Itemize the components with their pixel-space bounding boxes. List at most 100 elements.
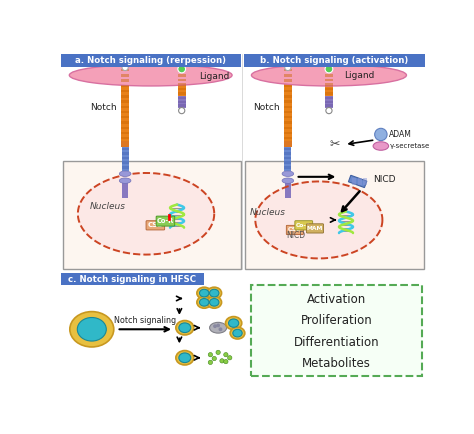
Ellipse shape	[282, 171, 294, 177]
Bar	[121, 67, 129, 141]
Text: γ-secretase: γ-secretase	[390, 143, 429, 149]
Circle shape	[122, 64, 128, 71]
Bar	[122, 147, 128, 171]
Bar	[244, 54, 425, 67]
FancyBboxPatch shape	[295, 221, 313, 230]
Text: Notch: Notch	[253, 103, 280, 112]
Text: Differentiation: Differentiation	[294, 336, 380, 349]
Ellipse shape	[373, 142, 389, 150]
Bar	[283, 79, 292, 82]
Bar	[178, 101, 186, 103]
Ellipse shape	[282, 178, 294, 183]
Text: CSL: CSL	[148, 222, 163, 228]
Bar	[283, 141, 292, 147]
Bar	[245, 161, 423, 269]
Bar	[283, 69, 292, 71]
Circle shape	[224, 359, 228, 364]
Text: a. Notch signaling (rerpession): a. Notch signaling (rerpession)	[75, 56, 226, 65]
Text: NICD: NICD	[373, 174, 396, 184]
Polygon shape	[348, 175, 367, 187]
Bar	[122, 182, 128, 197]
Bar	[325, 101, 333, 103]
Bar	[178, 96, 186, 108]
Text: Notch signaling: Notch signaling	[114, 316, 176, 326]
Text: Ligand: Ligand	[345, 71, 375, 80]
Bar	[122, 166, 128, 169]
Bar	[121, 95, 129, 98]
Ellipse shape	[200, 289, 209, 297]
Bar	[283, 85, 292, 87]
Circle shape	[219, 327, 222, 331]
Text: Proliferation: Proliferation	[301, 314, 373, 327]
Bar	[363, 178, 367, 184]
Ellipse shape	[197, 287, 211, 299]
Ellipse shape	[179, 353, 191, 363]
Bar	[284, 157, 292, 160]
Text: Activation: Activation	[307, 293, 366, 306]
Ellipse shape	[69, 64, 232, 86]
Bar	[121, 105, 129, 108]
Bar	[243, 54, 425, 385]
Bar	[325, 73, 333, 96]
Text: ✂: ✂	[329, 138, 340, 151]
Bar	[284, 147, 292, 171]
Bar	[283, 100, 292, 103]
Circle shape	[220, 358, 224, 363]
Bar	[121, 132, 129, 134]
Circle shape	[216, 323, 220, 327]
Text: MAM: MAM	[307, 226, 323, 231]
Text: Notch: Notch	[90, 103, 117, 112]
Bar	[61, 54, 241, 385]
Ellipse shape	[251, 64, 406, 86]
Text: Co-A: Co-A	[296, 223, 311, 228]
Bar	[122, 152, 128, 155]
Bar	[122, 161, 128, 164]
Bar	[325, 88, 333, 90]
Bar	[284, 166, 292, 169]
Bar	[61, 54, 241, 67]
Circle shape	[208, 352, 212, 357]
Ellipse shape	[228, 319, 239, 327]
Bar	[178, 79, 186, 81]
Circle shape	[212, 356, 217, 361]
Bar	[325, 96, 333, 108]
Bar	[325, 79, 333, 81]
Polygon shape	[255, 181, 383, 258]
Bar	[121, 116, 129, 118]
Bar	[325, 105, 333, 107]
Text: Nucleus: Nucleus	[250, 208, 286, 217]
Bar	[284, 152, 292, 155]
Bar	[122, 157, 128, 160]
Ellipse shape	[77, 318, 106, 341]
Text: Metabolites: Metabolites	[302, 358, 371, 371]
Bar	[122, 148, 128, 150]
Ellipse shape	[176, 321, 194, 335]
Text: Ligand: Ligand	[199, 72, 229, 81]
Circle shape	[208, 360, 212, 365]
Ellipse shape	[226, 316, 242, 330]
Bar	[283, 95, 292, 98]
Text: CSL: CSL	[288, 227, 301, 233]
Bar	[285, 182, 291, 197]
Bar	[63, 161, 241, 269]
Bar	[61, 273, 204, 286]
FancyBboxPatch shape	[156, 216, 175, 226]
Circle shape	[285, 64, 291, 71]
Bar	[283, 116, 292, 118]
Circle shape	[228, 355, 232, 360]
Polygon shape	[78, 173, 214, 255]
Bar	[357, 178, 362, 184]
Bar	[283, 122, 292, 124]
Bar	[325, 97, 333, 99]
Ellipse shape	[176, 351, 194, 365]
Bar	[284, 148, 292, 150]
Bar	[325, 74, 333, 77]
Ellipse shape	[210, 322, 227, 333]
Ellipse shape	[210, 299, 219, 306]
Bar	[283, 127, 292, 129]
Bar	[121, 127, 129, 129]
Ellipse shape	[200, 299, 209, 306]
Bar	[178, 73, 186, 96]
Circle shape	[326, 108, 332, 114]
FancyBboxPatch shape	[251, 286, 422, 376]
